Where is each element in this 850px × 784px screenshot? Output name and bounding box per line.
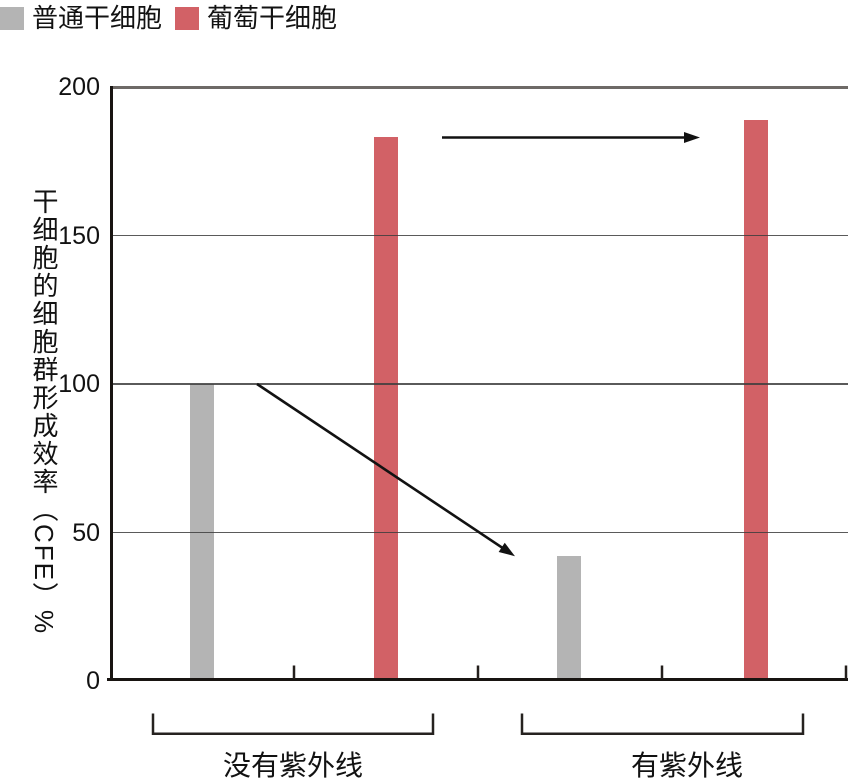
y-axis-line xyxy=(110,86,113,681)
x-axis-line xyxy=(107,678,848,681)
trend-arrow-red-head xyxy=(684,131,700,143)
group-label-uv: 有紫外线 xyxy=(630,750,743,781)
y-tick-label: 150 xyxy=(58,221,100,250)
bar-red-uv xyxy=(744,119,768,681)
y-tick-label: 200 xyxy=(58,73,100,101)
y-tick-label: 100 xyxy=(58,370,100,398)
y-axis-title: 干细胞的细胞群形成效率（CFE）% xyxy=(29,188,59,636)
gridline-200 xyxy=(110,86,848,89)
group-label-no-uv: 没有紫外线 xyxy=(222,750,363,781)
legend-item-gray: 普通干细胞 xyxy=(0,4,162,32)
red-swatch-icon xyxy=(175,6,200,30)
group-bracket xyxy=(520,713,805,736)
bar-gray-uv xyxy=(557,556,581,681)
legend-label-red: 葡萄干细胞 xyxy=(207,3,338,33)
legend-label-gray: 普通干细胞 xyxy=(32,3,163,33)
y-tick-label: 0 xyxy=(86,667,100,695)
y-tick-label: 50 xyxy=(72,518,100,547)
gray-swatch-icon xyxy=(0,6,24,30)
group-bracket xyxy=(151,713,435,736)
trend-arrow-gray-head xyxy=(498,542,515,557)
bar-red-no-uv xyxy=(374,137,398,681)
gridline xyxy=(112,531,848,534)
gridline xyxy=(112,234,848,237)
gridline xyxy=(112,383,848,385)
legend-item-red: 葡萄干细胞 xyxy=(175,4,337,32)
chart-legend: 普通干细胞 葡萄干细胞 xyxy=(0,4,350,32)
